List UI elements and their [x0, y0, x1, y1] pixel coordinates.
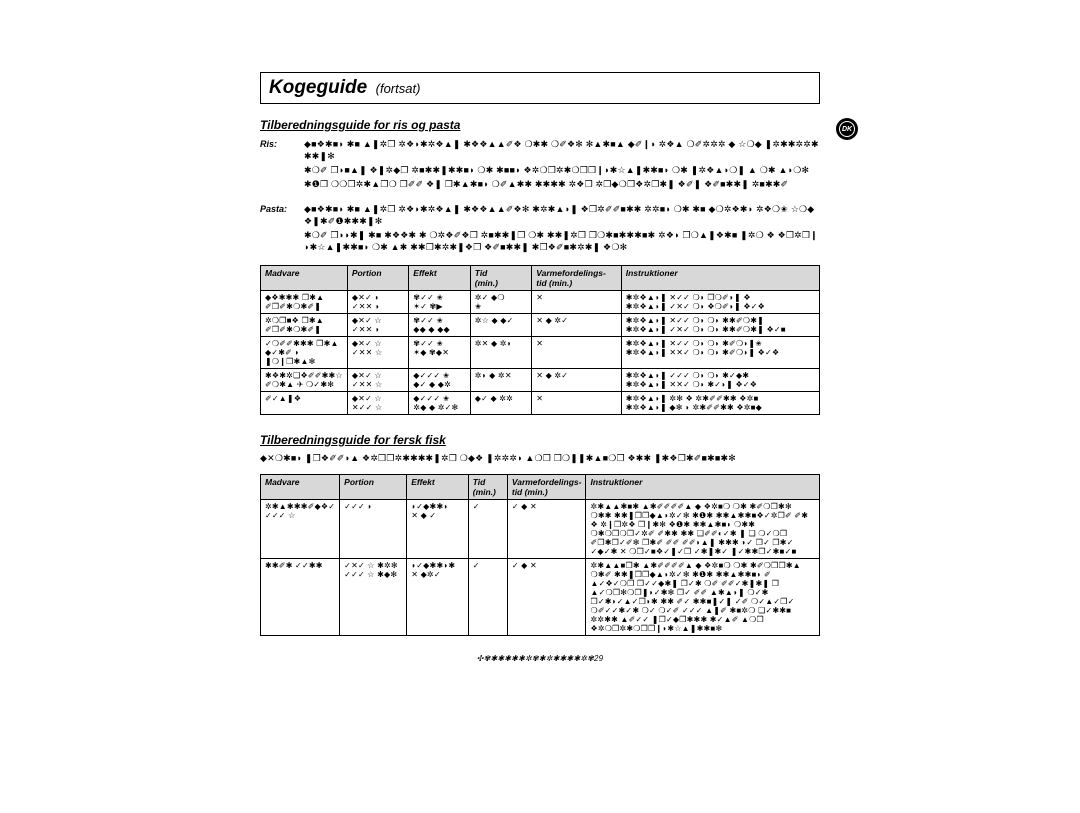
table-cell: ✱✲❖▲◗❚ ✕✓✓ ❍◗ ❒❍✐◗❚ ❖✱✲❖▲◗❚ ✓✕✓ ❍◗ ❖❍✐◗❚…	[621, 291, 819, 314]
rice-pasta-table: MadvarePortionEffektTid(min.)Varmefordel…	[260, 265, 820, 415]
title-bar: Kogeguide (fortsat)	[260, 72, 820, 104]
table-cell: ✱❖✱✲❑❖✐✐✱✱☆✐❍✱▲ ✈ ❍✓✱✻	[261, 369, 348, 392]
note-label: Pasta:	[260, 203, 304, 256]
table-cell: ✱✲❖▲◗❚ ✲✻ ❖ ✲✱✐✐✱✱ ❖✲■✱✲❖▲◗❚ ◆✻ ◗ ✲✱✐✐✱✱…	[621, 392, 819, 415]
table-cell: ✕	[532, 337, 621, 369]
note-row: Ris:◆■❖✱■◗ ✱■ ▲❚✲❒ ✲❖◗✱✲❖▲❚ ✱❖❖▲▲✐❖ ❍✱✱ …	[260, 138, 820, 193]
table-cell: ◆✕✓ ◗✓✕✕ ◗	[347, 291, 408, 314]
table-cell: ✾✓✓ ✬◆◆ ◆ ◆◆	[409, 314, 470, 337]
column-header: Madvare	[261, 266, 348, 291]
table-row: ◆❖✱✱✱ ❒✱▲✐❒✐✱❍✱✐❚◆✕✓ ◗✓✕✕ ◗✾✓✓ ✬✶✓ ✾▶✲✓ …	[261, 291, 820, 314]
table-row: ✱✱✐✱ ✓✓✱✱✓✕✓ ☆ ✱✲✻✓✓✓ ☆ ✱◆✻◗✓◆✱✱◗✱✕ ◆✲✓✓…	[261, 559, 820, 636]
column-header: Madvare	[261, 475, 340, 500]
table-cell: ✓✓✓ ◗	[340, 500, 407, 559]
table-cell: ✕	[532, 291, 621, 314]
table-cell: ◆✕✓ ☆✓✕✕ ☆	[347, 369, 408, 392]
column-header: Varmefordelings-tid (min.)	[532, 266, 621, 291]
table-cell: ◆✓✓✓ ✬✲◆ ◆ ✲✓✻	[409, 392, 470, 415]
column-header: Portion	[347, 266, 408, 291]
fish-table: MadvarePortionEffektTid(min.)Varmefordel…	[260, 474, 820, 636]
table-cell: ✕ ◆ ✲✓	[532, 369, 621, 392]
table-cell: ✲✱▲▲■❐✱ ▲✱✐✐✐✐▲ ◆ ❖✲■❍ ❍✱ ✱✐❍❒❒✱▲ ❍✱✐ ✱✱…	[586, 559, 820, 636]
section2-lead: ◆✕❍✱■◗ ❚❒❖✐✐◗▲ ❖✲❒❒✲✱✱✱✱❚✲❒ ❍◆❖ ❚✲✲✲◗ ▲❍…	[260, 453, 820, 464]
table-cell: ✲✱▲▲✱■✱ ▲✱✐✐✐✐▲ ◆ ❖✲■❍ ❍✱ ✱✐❍❒✱✻ ❍✱✱ ✱✱❚…	[586, 500, 820, 559]
note-text: ◆■❖✱■◗ ✱■ ▲❚✲❒ ✲❖◗✱✲❖▲❚ ✱❖❖▲▲✐❖ ❍✱✱ ❍✐❖✻…	[304, 138, 820, 193]
table-cell: ✓	[468, 559, 507, 636]
table-row: ✱❖✱✲❑❖✐✐✱✱☆✐❍✱▲ ✈ ❍✓✱✻◆✕✓ ☆✓✕✕ ☆◆✓✓✓ ✬◆✓…	[261, 369, 820, 392]
dk-badge: DK	[836, 118, 858, 140]
table-cell: ◗✓◆✱✱◗✕ ◆ ✓	[407, 500, 468, 559]
column-header: Instruktioner	[621, 266, 819, 291]
note-text: ◆■❖✱■◗ ✱■ ▲❚✲❒ ✲❖◗✱✲❖▲❚ ✱❖❖▲▲✐❖✻ ✱✲✱▲◗❚ …	[304, 203, 820, 256]
table-cell: ✱✱✐✱ ✓✓✱✱	[261, 559, 340, 636]
table-cell: ✲☆ ◆ ◆✓	[470, 314, 531, 337]
table-cell: ✱✲❖▲◗❚ ✕✓✓ ❍◗ ❍◗ ✱✱✐❍✱❚✱✲❖▲◗❚ ✓✕✓ ❍◗ ❍◗ …	[621, 314, 819, 337]
table-row: ✓❍✐✐✱✱✱ ❒✱▲◆✓✱✐ ◗ ❚❍❙❒✱▲✻◆✕✓ ☆✓✕✕ ☆✾✓✓ ✬…	[261, 337, 820, 369]
table-row: ✐✓▲❚❖◆✕✓ ☆✕✓✓ ☆◆✓✓✓ ✬✲◆ ◆ ✲✓✻◆✓ ◆ ✲✲✕✱✲❖…	[261, 392, 820, 415]
column-header: Instruktioner	[586, 475, 820, 500]
column-header: Varmefordelings-tid (min.)	[507, 475, 586, 500]
table-cell: ◗✓◆✱✱◗✱✕ ◆✲✓	[407, 559, 468, 636]
document-page: DK Kogeguide (fortsat) Tilberedningsguid…	[260, 72, 820, 663]
table-cell: ◆✕✓ ☆✓✕✕ ☆	[347, 337, 408, 369]
notes: Ris:◆■❖✱■◗ ✱■ ▲❚✲❒ ✲❖◗✱✲❖▲❚ ✱❖❖▲▲✐❖ ❍✱✱ …	[260, 138, 820, 255]
table-cell: ◆✓ ◆ ✲✲	[470, 392, 531, 415]
table-cell: ✓ ◆ ✕	[507, 559, 586, 636]
table-cell: ✲✱▲✱✱✱✐◆❖✓✓✓✓ ☆	[261, 500, 340, 559]
table-cell: ◆✓✓✓ ✬◆✓ ◆ ◆✲	[409, 369, 470, 392]
table-cell: ✕	[532, 392, 621, 415]
note-row: Pasta:◆■❖✱■◗ ✱■ ▲❚✲❒ ✲❖◗✱✲❖▲❚ ✱❖❖▲▲✐❖✻ ✱…	[260, 203, 820, 256]
table-cell: ✲✕ ◆ ✲◗	[470, 337, 531, 369]
table-cell: ✱✲❖▲◗❚ ✕✓✓ ❍◗ ❍◗ ✱✐❍◗❚✬✱✲❖▲◗❚ ✕✕✓ ❍◗ ❍◗ …	[621, 337, 819, 369]
table-cell: ✓✕✓ ☆ ✱✲✻✓✓✓ ☆ ✱◆✻	[340, 559, 407, 636]
title-main: Kogeguide	[269, 77, 367, 98]
section1-heading: Tilberedningsguide for ris og pasta	[260, 118, 820, 132]
table-cell: ✓ ◆ ✕	[507, 500, 586, 559]
table-cell: ✾✓✓ ✬✶◆ ✾◆✕	[409, 337, 470, 369]
note-label: Ris:	[260, 138, 304, 193]
table-row: ✲❍❒■❖ ❒✱▲✐❒✐✱❍✱✐❚◆✕✓ ☆✓✕✕ ◗✾✓✓ ✬◆◆ ◆ ◆◆✲…	[261, 314, 820, 337]
table-cell: ✲◗ ◆ ✲✕	[470, 369, 531, 392]
column-header: Tid(min.)	[468, 475, 507, 500]
table-row: ✲✱▲✱✱✱✐◆❖✓✓✓✓ ☆✓✓✓ ◗◗✓◆✱✱◗✕ ◆ ✓✓✓ ◆ ✕✲✱▲…	[261, 500, 820, 559]
dk-badge-text: DK	[839, 121, 855, 137]
title-sub: (fortsat)	[376, 81, 421, 96]
column-header: Effekt	[407, 475, 468, 500]
page-footer: ✣✾✱✱✱✱✱✲✾✱✲✱✱✱✱✲✾29	[260, 654, 820, 663]
table-cell: ✱✲❖▲◗❚ ✓✓✓ ❍◗ ❍◗ ✱✓◆✱✱✲❖▲◗❚ ✕✕✓ ❍◗ ✱✓◗❚ …	[621, 369, 819, 392]
table-cell: ✾✓✓ ✬✶✓ ✾▶	[409, 291, 470, 314]
column-header: Effekt	[409, 266, 470, 291]
table-cell: ✲✓ ◆❍✬	[470, 291, 531, 314]
table-cell: ✓❍✐✐✱✱✱ ❒✱▲◆✓✱✐ ◗ ❚❍❙❒✱▲✻	[261, 337, 348, 369]
column-header: Portion	[340, 475, 407, 500]
table-cell: ✐✓▲❚❖	[261, 392, 348, 415]
table-cell: ◆✕✓ ☆✕✓✓ ☆	[347, 392, 408, 415]
table-cell: ✲❍❒■❖ ❒✱▲✐❒✐✱❍✱✐❚	[261, 314, 348, 337]
table-cell: ◆❖✱✱✱ ❒✱▲✐❒✐✱❍✱✐❚	[261, 291, 348, 314]
table-cell: ✓	[468, 500, 507, 559]
column-header: Tid(min.)	[470, 266, 531, 291]
table-cell: ✕ ◆ ✲✓	[532, 314, 621, 337]
section2-heading: Tilberedningsguide for fersk fisk	[260, 433, 820, 447]
table-cell: ◆✕✓ ☆✓✕✕ ◗	[347, 314, 408, 337]
